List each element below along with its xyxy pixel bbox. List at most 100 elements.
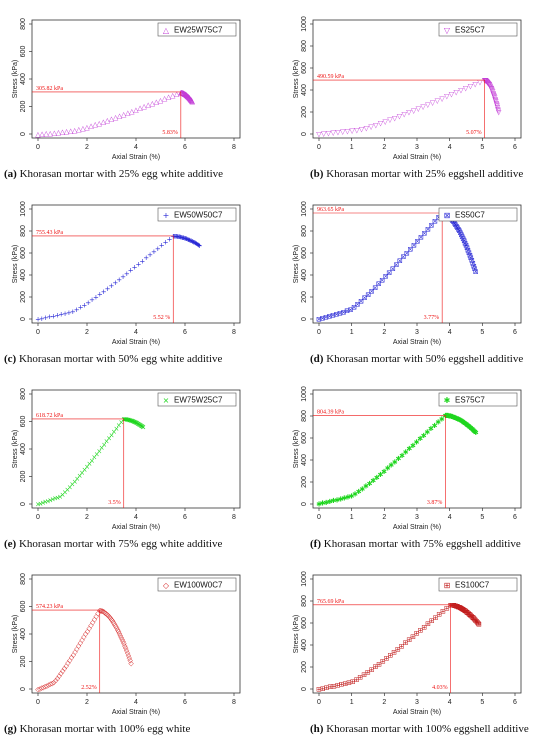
data-point: ▽ [490, 87, 496, 95]
data-point: ✱ [473, 429, 479, 437]
peak-strain-label: 5.07% [466, 130, 482, 136]
data-point: ◇ [37, 685, 43, 693]
data-point: ▽ [489, 86, 495, 94]
x-tick-label: 3 [415, 514, 419, 521]
data-point: ✱ [443, 412, 449, 420]
data-point: ⊠ [415, 237, 421, 245]
data-point: + [78, 304, 84, 312]
data-point: △ [141, 103, 147, 111]
data-point: ⊞ [436, 611, 442, 619]
data-point: × [140, 423, 146, 431]
data-point: ▽ [373, 121, 379, 129]
x-tick-label: 2 [85, 699, 89, 706]
data-point: + [173, 233, 179, 241]
caption-text: Khorasan mortar with 100% eggshell addit… [323, 723, 529, 735]
data-point: + [194, 240, 200, 248]
data-point: ◇ [76, 642, 82, 650]
y-tick-label: 0 [301, 502, 308, 506]
y-tick-label: 400 [20, 73, 27, 85]
data-point: ⊞ [467, 611, 473, 619]
data-point: ⊞ [466, 610, 472, 618]
data-point: ◇ [111, 619, 117, 627]
data-point: ◇ [48, 680, 54, 688]
data-point: ◇ [46, 681, 52, 689]
data-point: × [111, 428, 117, 436]
peak-stress-label: 490.59 kPa [317, 74, 344, 80]
chart-svg: 0 200 400 600 800 1000 0 1 2 3 4 5 6 Axial Strain (%)… [293, 386, 522, 531]
data-point: ◇ [88, 621, 94, 629]
data-point: ▽ [335, 128, 341, 136]
data-point: + [47, 313, 53, 321]
data-point: ⊞ [380, 657, 386, 665]
data-point: ▽ [416, 105, 422, 113]
data-point: △ [180, 89, 186, 97]
data-point: ✱ [367, 480, 373, 488]
data-point: × [94, 451, 100, 459]
data-point: ✱ [323, 499, 329, 507]
data-point: ⊞ [403, 639, 409, 647]
x-tick-label: 5 [480, 144, 484, 151]
data-point: × [74, 475, 80, 483]
data-point: ◇ [81, 633, 87, 641]
legend-label: ES100C7 [455, 581, 490, 590]
data-point: × [138, 422, 144, 430]
data-point: ✱ [338, 495, 344, 503]
data-point: ◇ [90, 618, 96, 626]
data-point: ▽ [468, 83, 474, 91]
data-point: △ [181, 89, 187, 97]
data-point: ⊠ [429, 221, 435, 229]
data-point: ⊞ [399, 642, 405, 650]
data-point: × [128, 417, 134, 425]
data-point: ◇ [110, 617, 116, 625]
data-point: ◇ [56, 672, 62, 680]
data-point: + [179, 234, 185, 242]
data-point: ◇ [103, 609, 109, 617]
data-point: ⊞ [369, 666, 375, 674]
peak-strain-label: 4.03% [432, 685, 448, 691]
data-point: ✱ [417, 435, 423, 443]
data-point: ▽ [383, 118, 389, 126]
data-point: ✱ [396, 455, 402, 463]
data-point: ◇ [79, 636, 85, 644]
data-point: ⊞ [350, 678, 356, 686]
data-point: ◇ [119, 635, 125, 643]
data-point: ◇ [125, 649, 131, 657]
y-axis-label: Stress (kPa) [12, 245, 19, 284]
y-tick-label: 600 [301, 432, 308, 444]
peak-stress-label: 765.69 kPa [317, 599, 344, 605]
data-point: × [87, 460, 93, 468]
data-point: ⊠ [473, 268, 479, 276]
data-point: ▽ [489, 85, 495, 93]
data-point: ▽ [486, 79, 492, 87]
caption-letter: (a) [4, 168, 17, 180]
caption-letter: (f) [310, 538, 321, 550]
data-point: ✱ [327, 498, 333, 506]
y-tick-label: 800 [301, 595, 308, 607]
data-point: ⊞ [320, 685, 326, 693]
data-point: △ [121, 110, 127, 118]
data-point: ◇ [109, 615, 115, 623]
data-point: ⊞ [461, 606, 467, 614]
data-point: ✱ [471, 427, 477, 435]
data-point: + [35, 316, 41, 324]
x-tick-label: 2 [382, 329, 386, 336]
data-point: ⊞ [470, 614, 476, 622]
x-tick-label: 8 [232, 699, 236, 706]
data-point: ▽ [340, 128, 346, 136]
data-point: + [191, 239, 197, 247]
data-point: ⊠ [365, 291, 371, 299]
data-point: + [81, 301, 87, 309]
data-point: ✱ [459, 418, 465, 426]
data-point: × [45, 497, 51, 505]
data-point: ⊠ [337, 309, 343, 317]
data-point: △ [92, 121, 98, 129]
panel-caption: (e) Khorasan mortar with 75% egg white a… [4, 538, 279, 550]
data-point: + [85, 299, 91, 307]
data-point: × [42, 498, 48, 506]
data-point: ✱ [457, 417, 463, 425]
data-point: ⊞ [463, 608, 469, 616]
peak-stress-label: 755.43 kPa [36, 230, 63, 236]
data-point: ▽ [492, 95, 498, 103]
data-point: × [57, 493, 63, 501]
legend-marker: ⊞ [444, 581, 451, 590]
